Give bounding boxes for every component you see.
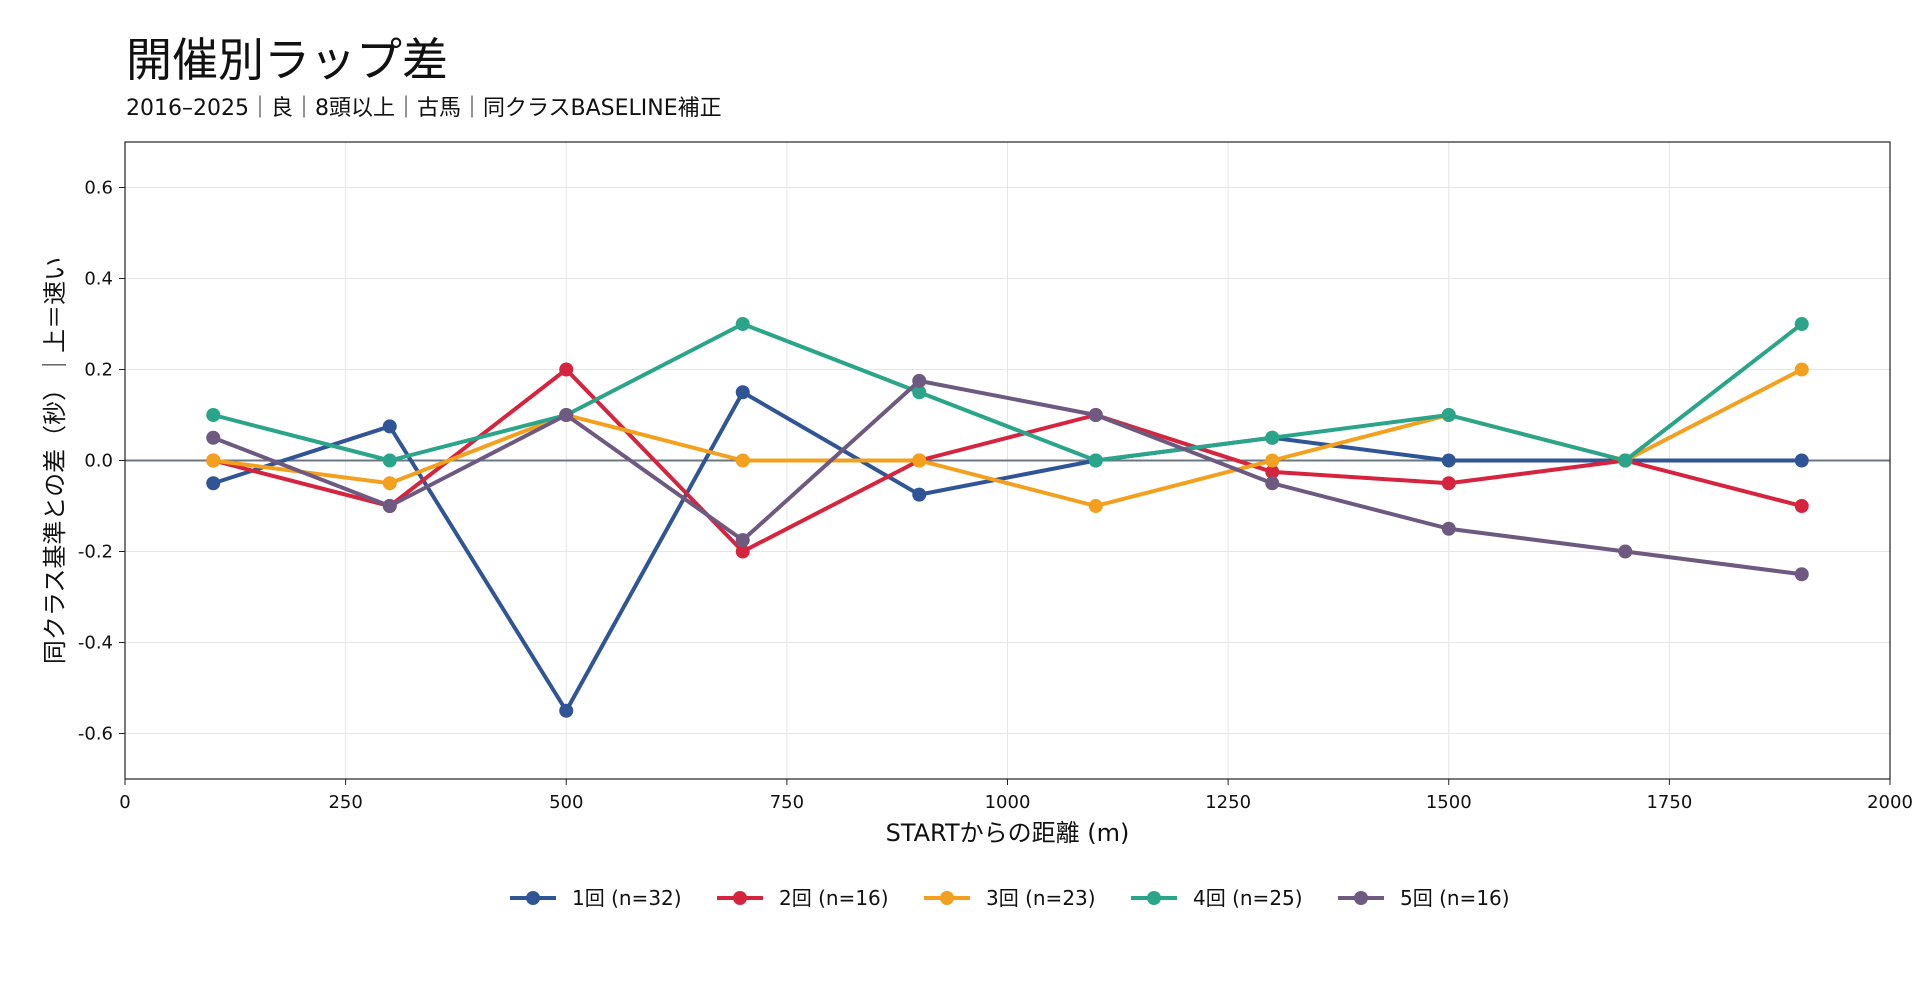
data-point bbox=[1794, 567, 1809, 582]
series-4 bbox=[206, 317, 1809, 468]
legend-label: 2回 (n=16) bbox=[779, 886, 889, 910]
data-point bbox=[206, 408, 221, 422]
y-tick-label: 0.4 bbox=[84, 269, 113, 290]
data-point bbox=[912, 487, 927, 502]
x-tick-label: 1000 bbox=[985, 792, 1031, 813]
legend-swatch-marker bbox=[1354, 891, 1368, 905]
data-point bbox=[559, 703, 574, 718]
legend-swatch-marker bbox=[1147, 891, 1161, 905]
x-tick-label: 0 bbox=[119, 792, 130, 813]
data-point bbox=[382, 419, 397, 434]
data-point bbox=[912, 373, 927, 388]
data-point bbox=[1088, 453, 1103, 468]
data-point bbox=[1265, 430, 1280, 445]
data-point bbox=[559, 408, 574, 422]
data-point bbox=[1088, 499, 1103, 513]
data-point bbox=[1265, 464, 1280, 479]
data-point bbox=[1265, 476, 1280, 491]
y-tick-label: 0.6 bbox=[84, 178, 113, 199]
data-point bbox=[1794, 453, 1809, 468]
series-group bbox=[206, 317, 1809, 718]
data-point bbox=[1441, 453, 1456, 468]
legend-label: 5回 (n=16) bbox=[1400, 886, 1510, 910]
y-tick-label: -0.4 bbox=[78, 633, 113, 654]
data-point bbox=[206, 453, 221, 468]
y-tick-label: 0.0 bbox=[84, 451, 113, 472]
data-point bbox=[735, 544, 750, 559]
x-tick-label: 1500 bbox=[1426, 792, 1472, 813]
legend-swatch-marker bbox=[733, 891, 747, 905]
data-point bbox=[382, 476, 397, 491]
legend-label: 1回 (n=32) bbox=[572, 886, 682, 910]
y-tick-label: -0.6 bbox=[78, 724, 113, 745]
legend-label: 3回 (n=23) bbox=[986, 886, 1096, 910]
x-tick-label: 1250 bbox=[1205, 792, 1251, 813]
x-tick-label: 500 bbox=[549, 792, 583, 813]
legend-item: 2回 (n=16) bbox=[717, 886, 889, 910]
data-point bbox=[1441, 476, 1456, 491]
legend-item: 1回 (n=32) bbox=[510, 886, 682, 910]
data-point bbox=[735, 533, 750, 548]
y-axis: -0.6 -0.4 -0.2 0.0 0.2 0.4 0.6 bbox=[78, 178, 125, 745]
data-point bbox=[912, 453, 927, 468]
chart-subtitle: 2016–2025｜良｜8頭以上｜古馬｜同クラスBASELINE補正 bbox=[126, 96, 722, 121]
data-point bbox=[1618, 544, 1633, 559]
data-point bbox=[1441, 521, 1456, 536]
data-point bbox=[1794, 362, 1809, 377]
x-axis-label: STARTからの距離 (m) bbox=[886, 819, 1130, 847]
legend-swatch-marker bbox=[526, 891, 540, 905]
x-tick-label: 2000 bbox=[1867, 792, 1913, 813]
series-line bbox=[211, 322, 1804, 463]
data-point bbox=[1794, 317, 1809, 331]
legend-label: 4回 (n=25) bbox=[1193, 886, 1303, 910]
x-tick-label: 750 bbox=[770, 792, 804, 813]
x-tick-label: 1750 bbox=[1646, 792, 1692, 813]
data-point bbox=[1441, 408, 1456, 422]
series-5 bbox=[206, 373, 1809, 582]
x-tick-label: 250 bbox=[328, 792, 362, 813]
data-point bbox=[735, 317, 750, 331]
y-axis-label: 同クラス基準との差（秒）｜上＝速い bbox=[41, 257, 69, 664]
legend-swatch-marker bbox=[940, 891, 954, 905]
data-point bbox=[1265, 453, 1280, 468]
y-tick-label: -0.2 bbox=[78, 542, 113, 563]
data-point bbox=[735, 385, 750, 400]
y-tick-label: 0.2 bbox=[84, 360, 113, 381]
legend-item: 3回 (n=23) bbox=[924, 886, 1096, 910]
data-point bbox=[1794, 499, 1809, 513]
series-line bbox=[211, 390, 1804, 713]
data-point bbox=[206, 430, 221, 445]
data-point bbox=[735, 453, 750, 468]
legend-item: 4回 (n=25) bbox=[1131, 886, 1303, 910]
data-point bbox=[1618, 453, 1633, 468]
data-point bbox=[206, 476, 221, 491]
series-line bbox=[211, 378, 1804, 577]
legend-item: 5回 (n=16) bbox=[1338, 886, 1510, 910]
chart-title: 開催別ラップ差 bbox=[126, 33, 448, 87]
data-point bbox=[1088, 408, 1103, 422]
legend: 1回 (n=32) 2回 (n=16) 3回 (n=23) 4回 (n=25) 5回 (… bbox=[510, 886, 1510, 910]
data-point bbox=[382, 499, 397, 513]
data-point bbox=[382, 453, 397, 468]
data-point bbox=[559, 362, 574, 377]
x-axis: 0 250 500 750 1000 1250 1500 1750 2000 bbox=[119, 779, 1913, 813]
data-point bbox=[912, 385, 927, 400]
